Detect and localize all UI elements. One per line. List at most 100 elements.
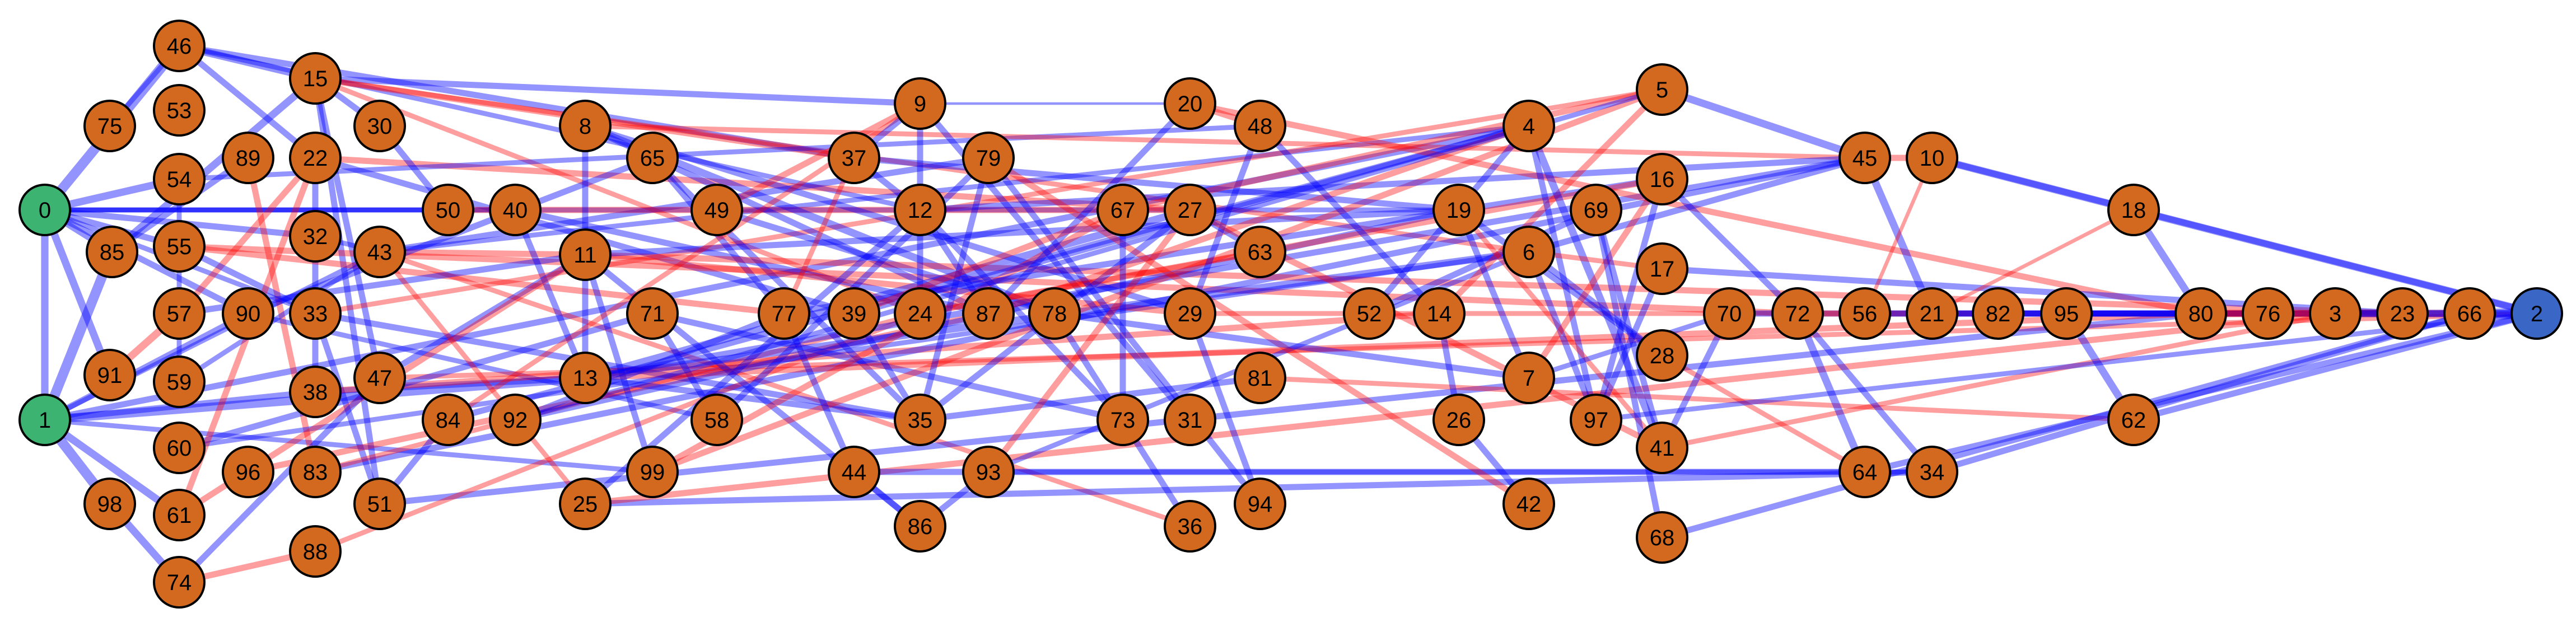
node-label-90: 90 [236, 302, 261, 326]
node-67: 67 [1096, 184, 1149, 236]
node-label-48: 48 [1248, 114, 1273, 139]
node-circle-31 [1164, 394, 1216, 446]
edge-11-19 [582, 207, 1462, 258]
node-circle-33 [289, 287, 342, 340]
node-circle-67 [1096, 184, 1149, 236]
node-label-84: 84 [436, 408, 461, 433]
edges-layer [40, 41, 2542, 586]
node-circle-26 [1432, 394, 1485, 446]
node-71: 71 [626, 287, 679, 340]
node-label-93: 93 [976, 460, 1001, 485]
edge-60-6 [176, 249, 1532, 451]
node-93: 93 [962, 446, 1015, 498]
node-circle-13 [559, 352, 612, 404]
node-circle-0 [18, 184, 71, 236]
edge-1-99 [42, 417, 655, 475]
node-label-35: 35 [908, 408, 933, 433]
node-circle-19 [1432, 184, 1485, 236]
node-circle-76 [2242, 287, 2294, 340]
node-60: 60 [153, 422, 206, 474]
node-circle-47 [353, 352, 406, 404]
node-17: 17 [1636, 242, 1688, 295]
edge-92-77 [512, 310, 787, 423]
node-label-19: 19 [1446, 198, 1472, 223]
node-23: 23 [2376, 287, 2429, 340]
node-9: 9 [894, 77, 946, 130]
node-label-59: 59 [167, 370, 192, 395]
edge-43-79 [376, 155, 992, 255]
edge-15-6 [312, 76, 1532, 255]
edge-84-4 [445, 123, 1532, 423]
node-label-34: 34 [1920, 460, 1945, 485]
node-circle-91 [83, 349, 136, 401]
node-circle-61 [153, 489, 206, 541]
node-label-65: 65 [640, 146, 665, 171]
node-label-88: 88 [303, 540, 328, 564]
edge-43-11 [376, 249, 589, 258]
node-circle-38 [289, 366, 342, 418]
node-label-7: 7 [1523, 366, 1535, 391]
node-circle-70 [1703, 287, 1756, 340]
node-circle-18 [2107, 184, 2160, 236]
node-28: 28 [1636, 329, 1688, 382]
node-label-96: 96 [236, 460, 261, 485]
node-label-94: 94 [1248, 492, 1273, 517]
node-circle-68 [1636, 511, 1688, 564]
node-circle-43 [353, 226, 406, 278]
edge-69-41 [1593, 207, 1665, 451]
node-label-92: 92 [503, 408, 528, 433]
node-circle-55 [153, 220, 206, 273]
edge-19-7 [1455, 207, 1532, 381]
edge-88-24 [312, 311, 923, 554]
node-label-75: 75 [97, 114, 123, 139]
node-label-3: 3 [2329, 302, 2341, 326]
edge-10-2 [1929, 155, 2540, 317]
node-circle-6 [1502, 226, 1555, 278]
node-label-2: 2 [2531, 302, 2543, 326]
edge-43-59 [176, 249, 382, 385]
edge-15-24 [312, 76, 923, 316]
node-label-52: 52 [1357, 302, 1382, 326]
edge-6-28 [1525, 249, 1665, 359]
node-circle-93 [962, 446, 1015, 498]
node-63: 63 [1234, 226, 1286, 278]
node-circle-35 [894, 394, 946, 446]
node-59: 59 [153, 355, 206, 408]
edge-19-41 [1456, 207, 1665, 451]
edge-46-37 [176, 43, 857, 161]
node-label-76: 76 [2256, 302, 2281, 326]
node-circle-79 [962, 132, 1015, 184]
node-26: 26 [1432, 394, 1485, 446]
edge-89-83 [245, 155, 319, 475]
node-label-51: 51 [367, 492, 393, 517]
node-56: 56 [1838, 287, 1891, 340]
node-15: 15 [289, 52, 342, 105]
node-label-49: 49 [704, 198, 730, 223]
node-label-32: 32 [303, 224, 328, 249]
node-label-57: 57 [167, 302, 192, 326]
edge-79-42 [985, 155, 1532, 507]
node-label-97: 97 [1584, 408, 1609, 433]
node-3: 3 [2309, 287, 2362, 340]
edge-71-73 [649, 310, 1126, 423]
edge-0-90 [41, 207, 251, 317]
node-42: 42 [1502, 478, 1555, 530]
node-circle-77 [758, 287, 810, 340]
edge-48-29 [1187, 123, 1263, 317]
edge-87-4 [985, 123, 1532, 317]
node-label-25: 25 [573, 492, 598, 517]
node-circle-50 [422, 184, 474, 236]
node-49: 49 [690, 184, 743, 236]
node-label-98: 98 [97, 492, 123, 517]
edge-78-7 [1051, 310, 1532, 381]
node-circle-51 [353, 478, 406, 530]
edge-97-2 [1593, 311, 2540, 423]
node-label-77: 77 [772, 302, 797, 326]
node-circle-75 [83, 100, 136, 152]
node-label-78: 78 [1042, 302, 1067, 326]
node-61: 61 [153, 489, 206, 541]
node-84: 84 [422, 394, 474, 446]
node-circle-8 [559, 100, 612, 152]
node-label-23: 23 [2390, 302, 2415, 326]
node-circle-36 [1164, 500, 1216, 553]
